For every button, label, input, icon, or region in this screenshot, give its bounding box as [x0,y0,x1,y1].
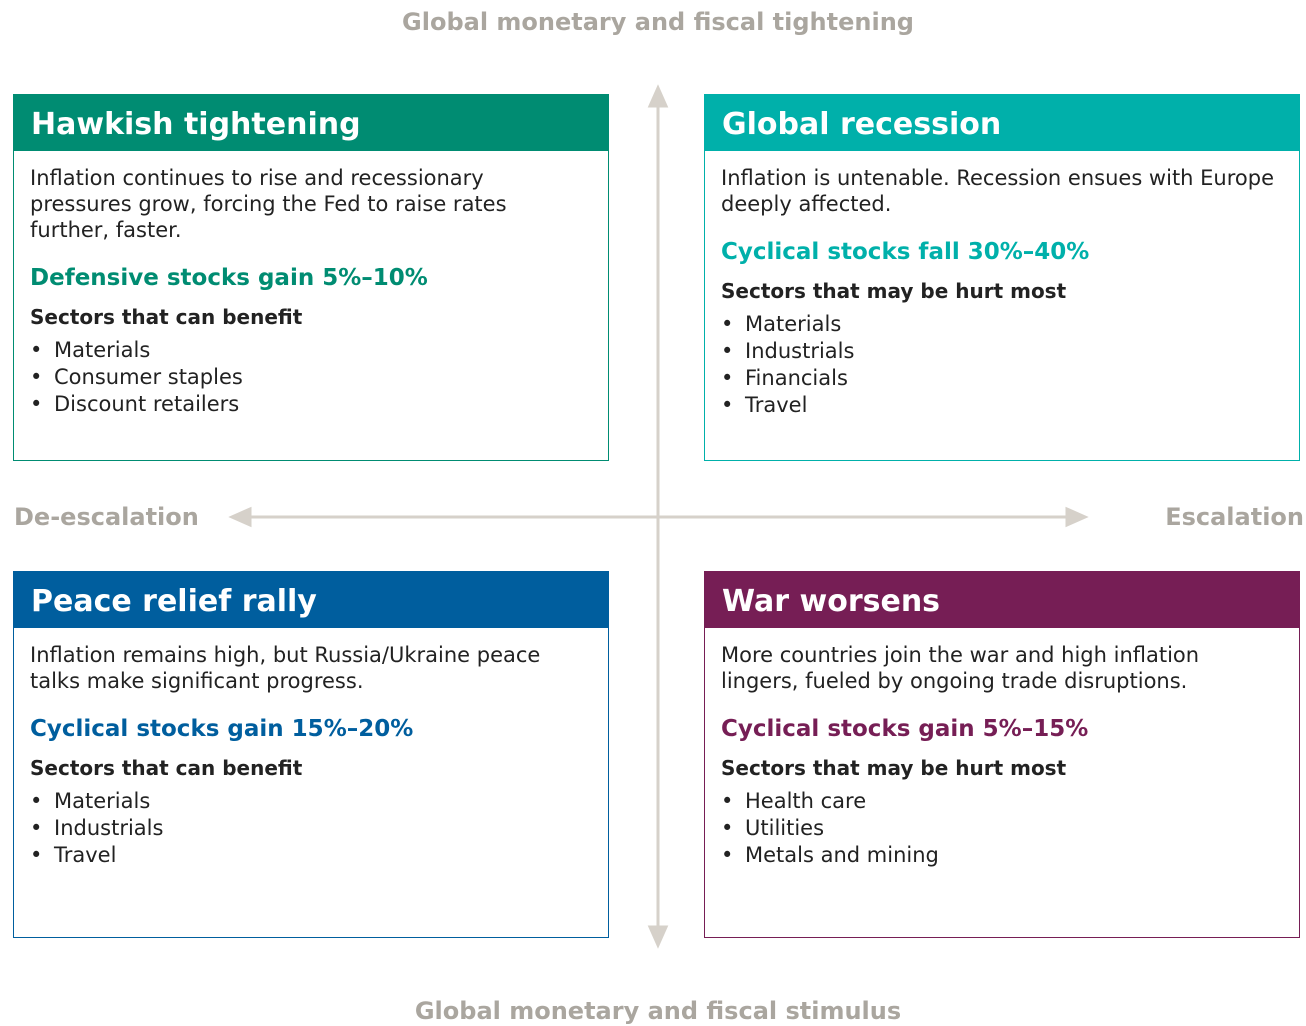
sector: Financials [721,365,1299,392]
sector: Travel [30,842,608,869]
quadrant-title: Global recession [705,95,1299,151]
axis-right: Escalation [1165,503,1304,531]
outcome: Cyclical stocks gain 15%–20% [30,716,414,742]
quadrant-title: Hawkish tightening [14,95,608,151]
sector: Materials [30,337,608,364]
quadrant: Peace relief rally Inflation remains high… [13,571,609,938]
sector-list: MaterialsConsumer staplesDiscount retail… [30,337,608,418]
sector: Metals and mining [721,842,1299,869]
sectors-label: Sectors that can benefit [30,756,303,780]
quadrant-title: Peace relief rally [14,572,608,628]
description: More countries join the war and high inf… [721,643,1200,693]
quadrant-title: War worsens [705,572,1299,628]
axis-left: De-escalation [14,503,199,531]
outcome: Defensive stocks gain 5%–10% [30,265,428,291]
sector: Health care [721,788,1299,815]
sector: Materials [30,788,608,815]
sector: Consumer staples [30,364,608,391]
sector-list: MaterialsIndustrialsFinancialsTravel [721,311,1299,419]
sector: Materials [721,311,1299,338]
sector: Utilities [721,815,1299,842]
sector-list: MaterialsIndustrialsTravel [30,788,608,869]
axis-bottom: Global monetary and fiscal stimulus [414,997,902,1025]
quadrant: Hawkish tightening Inflation continues to… [13,94,609,461]
description: Inflation remains high, but Russia/Ukrai… [30,643,541,693]
axis-top: Global monetary and fiscal tightening [402,8,914,36]
sector: Discount retailers [30,391,608,418]
sector-list: Health careUtilitiesMetals and mining [721,788,1299,869]
sector: Industrials [30,815,608,842]
quadrant: War worsens More countries join the war a… [704,571,1300,938]
quadrant: Global recession Inflation is untenable. … [704,94,1300,461]
sectors-label: Sectors that may be hurt most [721,756,1067,780]
sector: Travel [721,392,1299,419]
outcome: Cyclical stocks fall 30%–40% [721,239,1090,265]
sector: Industrials [721,338,1299,365]
sectors-label: Sectors that can benefit [30,305,303,329]
description: Inflation is untenable. Recession ensues… [721,166,1275,216]
description: Inflation continues to rise and recessio… [30,166,507,242]
sectors-label: Sectors that may be hurt most [721,279,1067,303]
outcome: Cyclical stocks gain 5%–15% [721,716,1089,742]
